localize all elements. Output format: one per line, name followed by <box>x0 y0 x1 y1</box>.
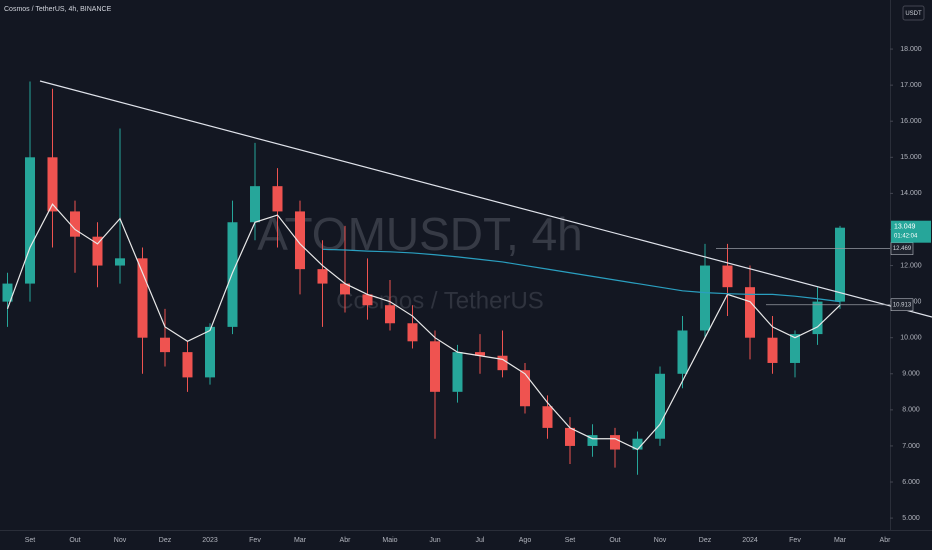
x-tick-label: Ago <box>519 537 532 544</box>
candle-body <box>430 341 440 392</box>
x-tick-label: Abr <box>340 537 352 544</box>
x-tick-label: Dez <box>699 537 712 544</box>
level-tag <box>890 298 914 312</box>
x-tick-label: Nov <box>654 537 667 544</box>
candle-body <box>295 211 305 270</box>
y-tick-label: 16.000 <box>900 118 922 125</box>
candle-body <box>835 227 845 302</box>
last-price-label: 13.049 <box>894 224 916 231</box>
candle-body <box>385 305 395 324</box>
level-tag-label: 10.913 <box>893 302 912 308</box>
candle-body <box>452 352 463 392</box>
y-tick-label: 8.000 <box>902 407 920 414</box>
candle-body <box>182 352 193 378</box>
y-tick-label: 17.000 <box>900 82 922 89</box>
currency-button[interactable] <box>902 5 925 21</box>
last-price-tag <box>891 220 931 243</box>
candle-body <box>340 283 350 295</box>
candle-body <box>227 222 238 327</box>
candle-body <box>722 265 733 288</box>
x-tick-label: Out <box>609 537 620 544</box>
candle-body <box>25 157 35 284</box>
trend-line <box>39 80 932 318</box>
y-tick-label: 6.000 <box>902 479 920 486</box>
candle-body <box>520 370 530 407</box>
x-tick-label: Fev <box>249 537 261 544</box>
candle-body <box>542 406 553 428</box>
candle-body <box>115 258 125 266</box>
candle-body <box>497 355 508 371</box>
countdown: 01:42:04 <box>894 233 918 239</box>
x-tick-label: Nov <box>114 537 127 544</box>
candle-body <box>407 323 418 342</box>
candle-body <box>92 236 103 266</box>
candle-body <box>790 334 800 363</box>
x-tick-label: Jun <box>429 537 440 544</box>
moving-average <box>6 203 841 451</box>
x-tick-label: Set <box>565 537 576 544</box>
x-tick-label: 2024 <box>742 537 758 544</box>
y-tick-label: 12.000 <box>900 262 922 269</box>
level-tag-label: 12.469 <box>893 246 912 252</box>
x-tick-label: Dez <box>159 537 172 544</box>
candle-body <box>767 337 778 363</box>
candle-body <box>137 258 148 338</box>
y-tick-label: 18.000 <box>900 46 922 53</box>
candle-body <box>160 337 170 353</box>
x-tick-label: Abr <box>880 537 892 544</box>
x-tick-label: Maio <box>382 537 397 544</box>
x-tick-label: Mar <box>834 537 847 544</box>
y-tick-label: 9.000 <box>902 371 920 378</box>
candle-body <box>475 352 485 356</box>
candle-body <box>587 435 598 446</box>
candle-body <box>655 373 665 439</box>
candle-body <box>812 301 823 335</box>
y-tick-label: 15.000 <box>900 154 922 161</box>
candle-body <box>677 330 688 374</box>
candle-body <box>610 435 620 450</box>
candle-body <box>250 186 260 223</box>
chart-title: Cosmos / TetherUS, 4h, BINANCE <box>4 6 112 13</box>
moving-average <box>322 248 841 303</box>
candle-body <box>205 326 215 378</box>
y-tick-label: 10.000 <box>900 335 922 342</box>
candle-body <box>565 427 575 446</box>
y-tick-label: 5.000 <box>902 515 920 522</box>
candle-body <box>632 438 643 450</box>
x-tick-label: 2023 <box>202 537 218 544</box>
x-tick-label: Mar <box>294 537 307 544</box>
candle-body <box>745 287 755 338</box>
x-tick-label: Set <box>25 537 36 544</box>
watermark: ATOMUSDT, 4h <box>257 208 582 260</box>
x-tick-label: Jul <box>476 537 485 544</box>
y-tick-label: 14.000 <box>900 190 922 197</box>
candle-body <box>317 269 328 284</box>
candle-body <box>2 283 13 302</box>
y-tick-label: 7.000 <box>902 443 920 450</box>
currency-button-label[interactable]: USDT <box>905 11 922 17</box>
x-tick-label: Fev <box>789 537 801 544</box>
x-tick-label: Out <box>69 537 80 544</box>
candle-body <box>272 186 283 212</box>
candle-body <box>47 157 58 212</box>
candle-body <box>70 211 80 237</box>
candle-body <box>362 294 373 306</box>
candle-body <box>700 265 710 331</box>
